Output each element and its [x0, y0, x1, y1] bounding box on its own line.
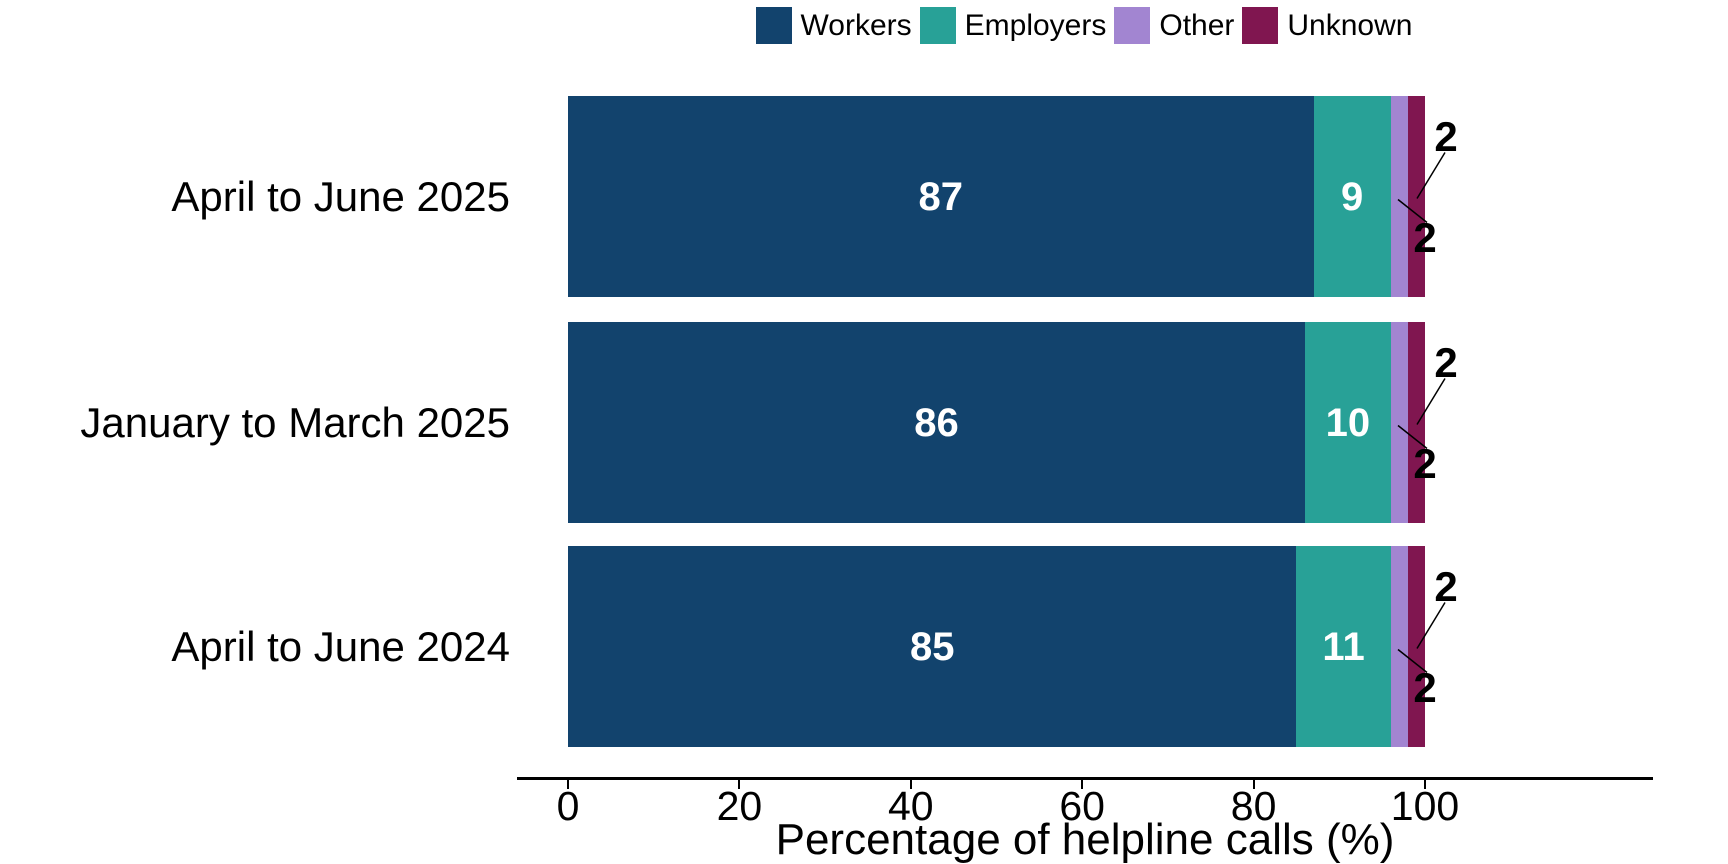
x-axis-tick-label: 100 [1390, 783, 1460, 829]
x-axis-tick-label: 40 [887, 783, 934, 829]
chart-legend: Workers Employers Other Unknown [440, 7, 1728, 44]
x-axis-tick [738, 777, 741, 789]
callout-value-label-unknown: 2 [1434, 338, 1458, 386]
legend-item-unknown: Unknown [1242, 7, 1412, 44]
x-axis-tick [1252, 777, 1255, 789]
x-axis-tick [1424, 777, 1426, 789]
legend-swatch-employers [919, 7, 956, 44]
bar-segment-workers [568, 546, 1297, 747]
bar-segment-employers [1305, 322, 1391, 523]
x-axis-tick [567, 777, 569, 789]
y-axis-category-label: April to June 2024 [171, 622, 510, 670]
callout-value-label-other: 2 [1413, 213, 1437, 261]
x-axis-tick [1081, 777, 1084, 789]
legend-item-employers: Employers [919, 7, 1107, 44]
callout-value-label-other: 2 [1413, 663, 1437, 711]
bar-segment-employers [1296, 546, 1391, 747]
legend-swatch-other [1114, 7, 1151, 44]
legend-label-employers: Employers [964, 9, 1107, 42]
bar-segment-unknown [1407, 322, 1425, 523]
x-axis-tick-label: 0 [556, 783, 580, 829]
x-axis-tick [909, 777, 912, 789]
legend-item-workers: Workers [755, 7, 912, 44]
bar-segment-unknown [1407, 546, 1425, 747]
bar-segment-other [1390, 322, 1408, 523]
callout-value-label-other: 2 [1413, 439, 1437, 487]
y-axis-category-label: January to March 2025 [80, 398, 510, 446]
bar-segment-other [1390, 546, 1408, 747]
bar-value-label-employers: 10 [1325, 400, 1371, 445]
bar-segment-unknown [1407, 96, 1425, 297]
bar-value-label-workers: 87 [918, 174, 964, 219]
legend-label-unknown: Unknown [1287, 9, 1413, 42]
bar-value-label-workers: 85 [909, 624, 955, 669]
legend-swatch-unknown [1242, 7, 1279, 44]
callout-value-label-unknown: 2 [1434, 112, 1458, 160]
legend-label-other: Other [1159, 9, 1235, 42]
bar-segment-workers [568, 322, 1306, 523]
bar-segment-employers [1313, 96, 1391, 297]
x-axis-title: Percentage of helpline calls (%) [775, 815, 1395, 864]
bar-segment-other [1390, 96, 1408, 297]
callout-value-label-unknown: 2 [1434, 562, 1458, 610]
x-axis-tick-label: 80 [1230, 783, 1277, 829]
bar-value-label-employers: 9 [1341, 174, 1364, 219]
bar-segment-workers [568, 96, 1314, 297]
legend-label-workers: Workers [800, 9, 912, 42]
bar-value-label-employers: 11 [1322, 624, 1365, 669]
x-axis-tick-label: 60 [1059, 783, 1105, 829]
x-axis-tick-label: 20 [716, 783, 763, 829]
bar-value-label-workers: 86 [914, 400, 959, 445]
legend-swatch-workers [755, 7, 792, 44]
legend-item-other: Other [1114, 7, 1234, 44]
x-axis-line [517, 777, 1653, 780]
y-axis-category-label: April to June 2025 [171, 172, 510, 220]
